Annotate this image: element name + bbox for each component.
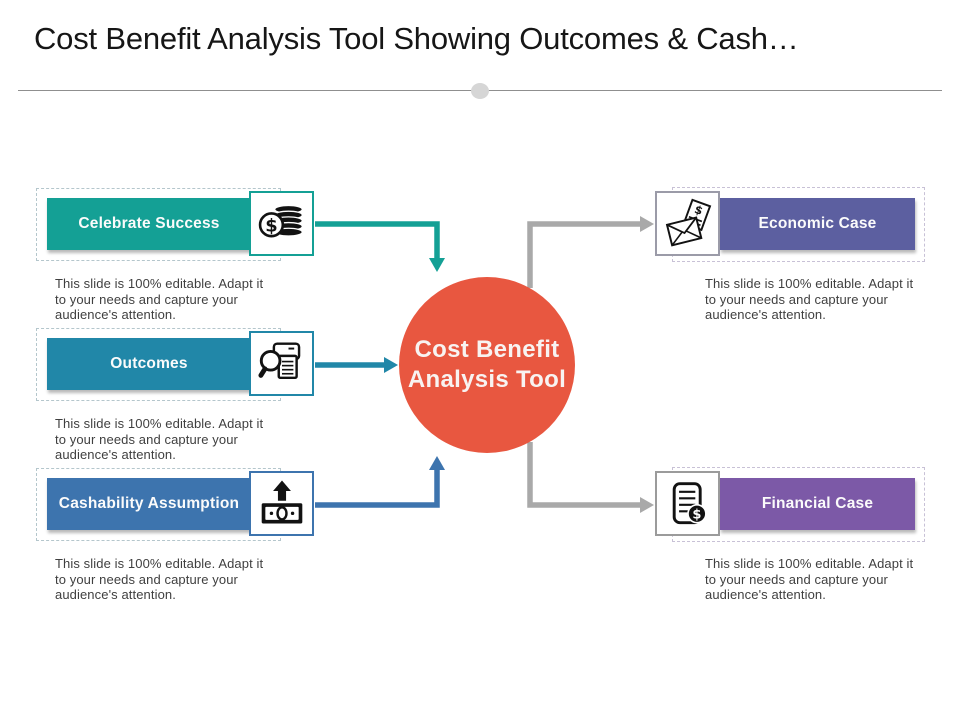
outcomes-label: Outcomes — [110, 355, 188, 372]
cash-up-arrow-icon — [261, 479, 302, 523]
economic-case-label: Economic Case — [758, 215, 877, 232]
center-circle-label-line2: Analysis Tool — [407, 366, 567, 393]
editable-note: This slide is 100% editable. Adapt it to… — [705, 556, 914, 602]
svg-text:$: $ — [692, 507, 701, 522]
svg-text:$: $ — [265, 215, 277, 236]
dollar-coins-icon: $ — [258, 204, 303, 237]
group-economic-case: Economic Case $ This slide is 100% edita… — [655, 187, 925, 358]
celebrate-success-bar: Celebrate Success — [47, 198, 251, 250]
editable-note: This slide is 100% editable. Adapt it to… — [705, 276, 914, 322]
financial-case-icon-box: $ — [655, 471, 720, 536]
celebrate-success-icon-box: $ — [249, 191, 314, 256]
financial-case-bar: Financial Case — [720, 478, 915, 530]
center-circle-label-line1: Cost Benefit — [414, 336, 560, 363]
arrow-celebrate-success-to-center — [315, 221, 445, 272]
outcomes-icon-box — [249, 331, 314, 396]
center-circle: Cost Benefit Analysis Tool — [399, 277, 575, 453]
cashability-assumption-label: Cashability Assumption — [58, 495, 240, 512]
editable-note: This slide is 100% editable. Adapt it to… — [55, 416, 264, 462]
group-celebrate-success: Celebrate Success $ This slide is 100% e… — [36, 188, 315, 358]
slide-title: Cost Benefit Analysis Tool Showing Outco… — [34, 21, 799, 56]
celebrate-success-label: Celebrate Success — [78, 215, 220, 232]
group-cashability-assumption: Cashability Assumption This slide is 100… — [36, 468, 315, 638]
document-dollar-icon: $ — [672, 481, 707, 524]
editable-note: This slide is 100% editable. Adapt it to… — [55, 556, 264, 602]
group-outcomes: Outcomes This slide is 100% editable. Ad… — [36, 328, 315, 498]
title-divider-dot — [471, 83, 489, 99]
financial-case-label: Financial Case — [761, 495, 874, 512]
arrow-center-to-economic-case — [527, 216, 654, 288]
envelope-money-icon: $ — [665, 198, 711, 247]
arrow-center-to-financial-case — [527, 442, 654, 513]
economic-case-bar: Economic Case — [720, 198, 915, 250]
cashability-assumption-icon-box — [249, 471, 314, 536]
arrow-cashability-to-center — [315, 456, 445, 508]
editable-note: This slide is 100% editable. Adapt it to… — [55, 276, 264, 322]
search-document-icon — [257, 341, 300, 379]
economic-case-icon-box: $ — [655, 191, 720, 256]
cashability-assumption-bar: Cashability Assumption — [47, 478, 251, 530]
outcomes-bar: Outcomes — [47, 338, 251, 390]
group-financial-case: Financial Case $ This slide is 100% edit… — [655, 467, 925, 638]
